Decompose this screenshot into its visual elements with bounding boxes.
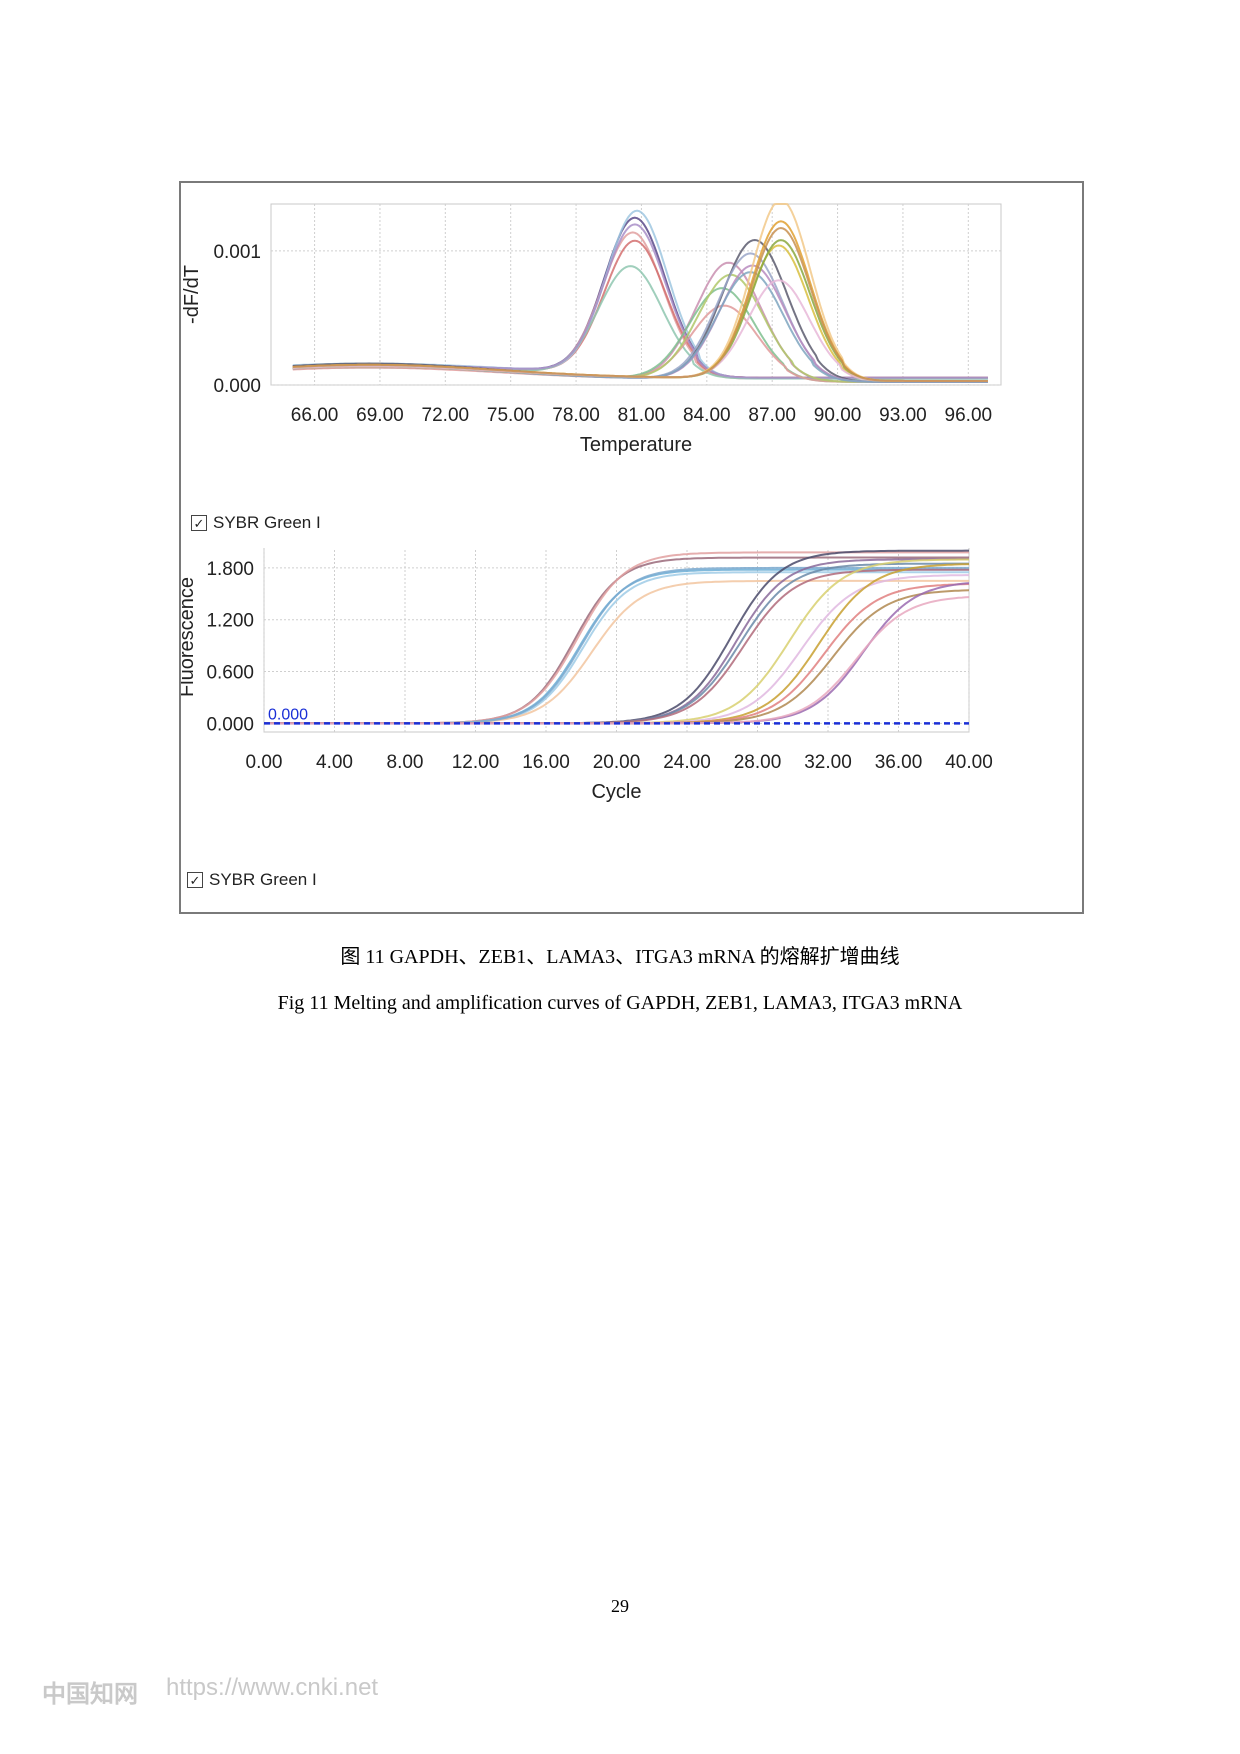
amp-x-tick-label: 32.00: [804, 752, 852, 773]
watermark: 中国知网 https://www.cnki.net: [42, 1674, 378, 1709]
melt-x-tick-label: 66.00: [291, 405, 339, 426]
melt-x-tick-label: 75.00: [487, 405, 535, 426]
amp-x-tick-label: 36.00: [875, 752, 923, 773]
amp-x-tick-label: 12.00: [452, 752, 500, 773]
amp-x-tick-label: 4.00: [316, 752, 353, 773]
amp-x-tick-label: 24.00: [663, 752, 711, 773]
amp-threshold-label: 0.000: [268, 706, 308, 723]
figure-caption-en: Fig 11 Melting and amplification curves …: [277, 992, 963, 1014]
melt-legend[interactable]: ✓ SYBR Green I: [191, 513, 321, 533]
amp-x-tick-label: 20.00: [593, 752, 641, 773]
melt-x-tick-label: 90.00: [814, 405, 862, 426]
amp-x-tick-label: 40.00: [945, 752, 993, 773]
watermark-url: https://www.cnki.net: [166, 1674, 379, 1701]
amp-legend-label: SYBR Green I: [209, 870, 317, 889]
amp-y-axis-label: Fluorescence: [181, 577, 198, 697]
melt-x-tick-label: 72.00: [422, 405, 470, 426]
melt-y-tick-label: 0.000: [213, 376, 261, 397]
melt-y-tick-label: 0.001: [213, 242, 261, 263]
amp-x-tick-label: 16.00: [522, 752, 570, 773]
amp-y-tick-label: 0.000: [206, 714, 254, 735]
figure-caption-zh: 图 11 GAPDH、ZEB1、LAMA3、ITGA3 mRNA 的熔解扩增曲线: [340, 946, 900, 968]
melt-x-tick-label: 69.00: [356, 405, 404, 426]
melt-x-tick-label: 84.00: [683, 405, 731, 426]
melt-curve-chart: 66.00 69.00 72.00 75.00 78.00 81.00 84.00 87.00…: [181, 203, 1002, 456]
melt-plot-area: [270, 203, 1002, 386]
amp-y-tick-label: 1.800: [206, 559, 254, 580]
melt-series-line: [292, 226, 988, 382]
amp-x-tick-label: 8.00: [387, 752, 424, 773]
melt-x-tick-label: 87.00: [748, 405, 796, 426]
melt-x-tick-label: 78.00: [552, 405, 600, 426]
melt-legend-label: SYBR Green I: [213, 513, 321, 532]
figure-frame: 66.00 69.00 72.00 75.00 78.00 81.00 84.00 87.00…: [179, 181, 1084, 914]
page-number: 29: [611, 1596, 629, 1616]
amp-x-tick-label: 0.00: [246, 752, 283, 773]
amp-x-tick-label: 28.00: [734, 752, 782, 773]
checkbox-icon[interactable]: ✓: [187, 872, 203, 888]
amp-y-tick-label: 0.600: [206, 663, 254, 684]
melt-x-tick-label: 93.00: [879, 405, 927, 426]
checkbox-icon[interactable]: ✓: [191, 515, 207, 531]
amplification-curve-panel: 0.00 4.00 8.00 12.00 16.00 20.00 24.00 28.00 32.…: [181, 548, 1086, 912]
amp-x-axis-label: Cycle: [591, 781, 641, 803]
amplification-curve-chart: 0.00 4.00 8.00 12.00 16.00 20.00 24.00 28.00 32.…: [181, 548, 993, 803]
watermark-logo: 中国知网: [42, 1681, 138, 1708]
amp-legend[interactable]: ✓ SYBR Green I: [187, 870, 317, 890]
melt-x-tick-label: 96.00: [945, 405, 993, 426]
melt-x-axis-label: Temperature: [580, 434, 692, 456]
amp-y-tick-label: 1.200: [206, 611, 254, 632]
melt-curve-panel: 66.00 69.00 72.00 75.00 78.00 81.00 84.00 87.00…: [181, 183, 1086, 548]
melt-x-tick-label: 81.00: [618, 405, 666, 426]
melt-y-axis-label: -dF/dT: [181, 265, 203, 324]
